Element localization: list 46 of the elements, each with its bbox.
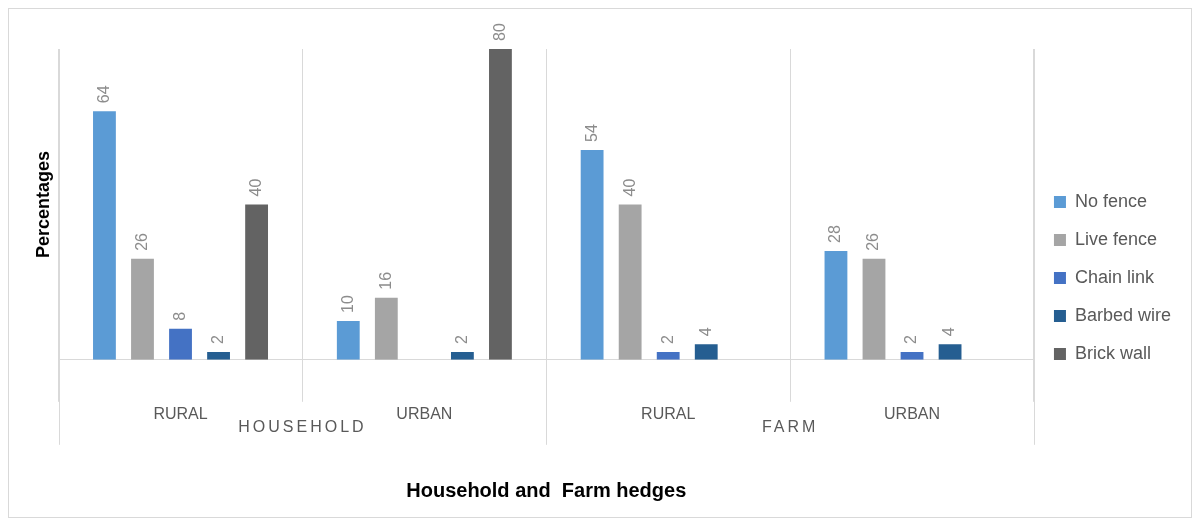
data-label: 26 — [864, 232, 882, 251]
x-tick-label: URBAN — [396, 404, 453, 422]
text: HOUSEHOLD — [238, 418, 367, 436]
data-label: 28 — [826, 225, 844, 244]
bar — [694, 344, 718, 360]
data-label: 26 — [132, 232, 150, 251]
data-label: 8 — [170, 311, 188, 321]
data-label: 2 — [658, 335, 676, 345]
bar — [131, 258, 154, 360]
data-label: 2 — [208, 335, 226, 345]
bar — [245, 204, 269, 360]
data-label: 10 — [338, 295, 356, 313]
data-label: 4 — [940, 327, 958, 337]
legend-label: Chain link — [1074, 266, 1155, 287]
data-label: 80 — [490, 23, 508, 41]
x-axis-title: Household and Farm hedges — [406, 478, 687, 501]
legend-label: No fence — [1074, 190, 1147, 211]
legend-label: Live fence — [1074, 228, 1158, 249]
bar — [862, 258, 886, 360]
bar — [93, 111, 116, 360]
bar — [336, 320, 360, 360]
data-label: 40 — [247, 178, 264, 197]
bar — [938, 344, 962, 360]
bar — [824, 251, 848, 360]
bar — [656, 352, 680, 360]
data-label: 40 — [620, 178, 638, 197]
x-tick-label: RURAL — [153, 404, 208, 422]
bar — [207, 352, 230, 360]
data-label: 64 — [94, 85, 112, 104]
data-label: 54 — [582, 124, 600, 143]
bar — [169, 328, 192, 360]
bar — [374, 297, 398, 360]
bar — [618, 204, 642, 360]
data-label: 2 — [452, 335, 470, 345]
text: FARM — [761, 418, 819, 436]
data-label: 16 — [376, 271, 394, 290]
data-label: 2 — [902, 335, 920, 345]
x-tick-label: URBAN — [884, 404, 941, 422]
data-label: 4 — [696, 327, 714, 337]
bar — [489, 49, 512, 360]
x-tick-label: RURAL — [641, 404, 696, 422]
legend-label: Brick wall — [1074, 342, 1151, 363]
legend-label: Barbed wire — [1074, 304, 1171, 325]
bar — [580, 150, 604, 360]
bar — [450, 352, 474, 360]
y-axis-title: Percentages — [32, 150, 53, 258]
